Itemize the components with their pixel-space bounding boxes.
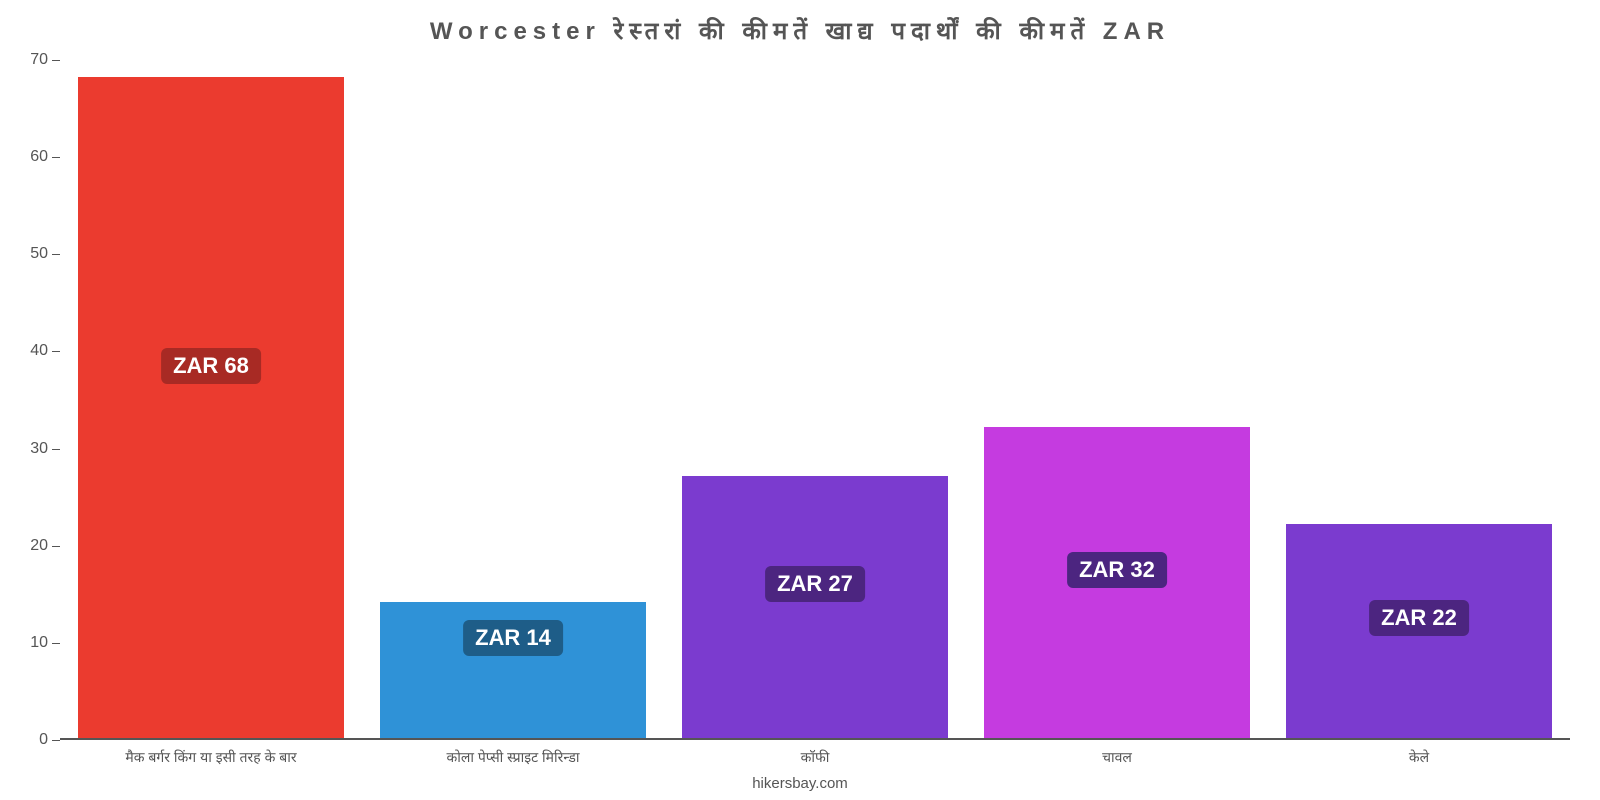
y-axis-label: 60	[30, 148, 60, 166]
plot-area: 010203040506070ZAR 68मैक बर्गर किंग या इ…	[60, 60, 1570, 740]
y-axis-label: 50	[30, 245, 60, 263]
x-axis-label: चावल	[1102, 738, 1132, 767]
y-axis-label: 30	[30, 440, 60, 458]
chart-footer: hikersbay.com	[0, 775, 1600, 792]
bar-value-label: ZAR 22	[1369, 600, 1469, 636]
bar-chart: Worcester रेस्तरां की कीमतें खाद्य पदार्…	[0, 0, 1600, 800]
x-axis-label: कॉफी	[801, 738, 830, 767]
bar	[78, 77, 344, 738]
bar-value-label: ZAR 68	[161, 348, 261, 384]
bar-value-label: ZAR 32	[1067, 552, 1167, 588]
y-axis-label: 0	[39, 731, 60, 749]
y-axis-label: 10	[30, 634, 60, 652]
bar	[682, 476, 948, 738]
x-axis-label: कोला पेप्सी स्प्राइट मिरिन्डा	[446, 738, 579, 767]
chart-title: Worcester रेस्तरां की कीमतें खाद्य पदार्…	[0, 14, 1600, 47]
y-axis-label: 70	[30, 51, 60, 69]
y-axis-label: 40	[30, 342, 60, 360]
x-axis-label: मैक बर्गर किंग या इसी तरह के बार	[125, 738, 296, 767]
bar-value-label: ZAR 27	[765, 566, 865, 602]
x-axis-label: केले	[1409, 738, 1429, 767]
bar-value-label: ZAR 14	[463, 620, 563, 656]
y-axis-label: 20	[30, 537, 60, 555]
